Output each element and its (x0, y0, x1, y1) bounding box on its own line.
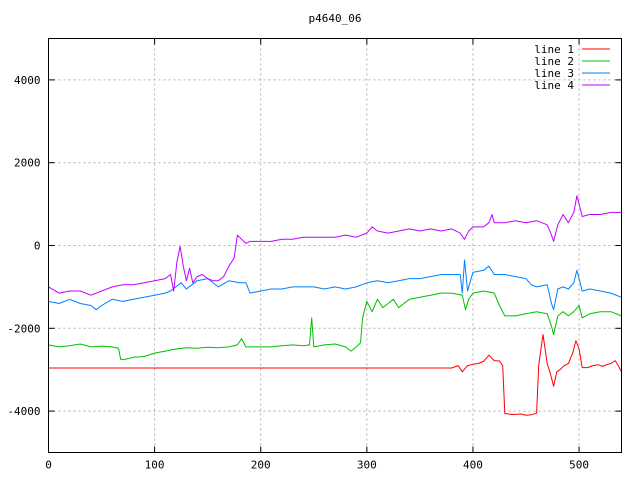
legend-label-1: line 1 (534, 43, 574, 56)
series-line-2 (48, 290, 622, 360)
x-tick-label: 400 (463, 459, 483, 472)
y-tick-label: 4000 (14, 74, 41, 87)
x-tick-label: 300 (357, 459, 377, 472)
x-tick-label: 200 (251, 459, 271, 472)
series-line-3 (48, 259, 622, 311)
grid-lines (48, 38, 622, 453)
series-line-1 (48, 334, 622, 416)
series-layer (48, 195, 622, 416)
chart-title: p4640_06 (309, 12, 362, 25)
legend-label-4: line 4 (534, 79, 574, 92)
y-tick-label: -2000 (7, 322, 40, 335)
x-tick-label: 100 (145, 459, 165, 472)
axis-ticks: 0 100 200 300 400 500 -4000 -2000 0 2000 4000 (7, 38, 622, 472)
series-line-4 (48, 195, 622, 296)
x-tick-label: 0 (45, 459, 52, 472)
y-tick-label: 0 (34, 240, 41, 253)
legend-label-3: line 3 (534, 67, 574, 80)
y-tick-label: 2000 (14, 157, 41, 170)
x-tick-label: 500 (569, 459, 589, 472)
legend-label-2: line 2 (534, 55, 574, 68)
y-tick-label: -4000 (7, 405, 40, 418)
